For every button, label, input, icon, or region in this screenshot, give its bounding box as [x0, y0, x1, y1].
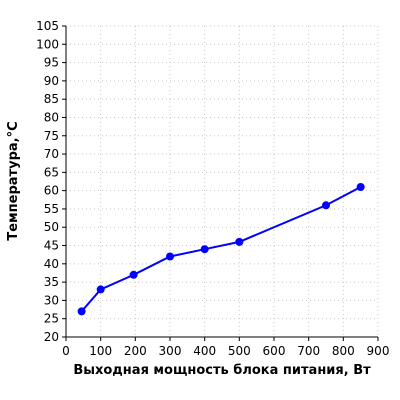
data-point-0-3 [166, 252, 174, 261]
y-tick-label-16: 100 [36, 37, 59, 51]
y-tick-label-4: 40 [44, 257, 59, 271]
data-point-0-0 [77, 307, 86, 316]
x-tick-label-3: 300 [159, 344, 182, 358]
data-point-0-6 [322, 201, 330, 210]
y-tick-label-3: 35 [44, 275, 59, 289]
y-axis-title: Температура,°C [6, 121, 21, 240]
y-tick-label-13: 85 [44, 92, 59, 106]
x-tick-label-6: 600 [263, 344, 286, 358]
grid-lines [66, 25, 379, 337]
y-tick-label-1: 25 [44, 312, 59, 326]
x-tick-label-4: 400 [193, 344, 216, 358]
series-group [77, 182, 365, 316]
y-tick-label-5: 45 [44, 239, 59, 253]
data-point-0-2 [129, 270, 138, 279]
y-tick-label-0: 20 [44, 330, 59, 344]
x-tick-label-2: 200 [124, 344, 147, 358]
x-axis-title: Выходная мощность блока питания, Вт [73, 363, 371, 378]
x-tick-label-1: 100 [89, 344, 112, 358]
y-tick-label-2: 30 [44, 293, 59, 307]
data-point-0-1 [96, 285, 105, 294]
y-tick-label-9: 65 [44, 165, 59, 179]
y-tick-label-8: 60 [44, 184, 59, 198]
y-tick-label-6: 50 [44, 220, 59, 234]
y-tick-label-14: 90 [44, 74, 59, 88]
x-tick-label-5: 500 [228, 344, 251, 358]
data-point-0-4 [200, 245, 209, 254]
x-tick-label-9: 900 [367, 344, 390, 358]
y-tick-label-7: 55 [44, 202, 59, 216]
y-axis-ticks: 20 25 30 35 40 45 50 55 60 65 70 75 80 85 90 95 100 105 [36, 19, 66, 344]
x-axis-ticks: 0 100 200 300 400 500 600 700 800 900 [62, 337, 389, 358]
x-tick-label-7: 700 [297, 344, 320, 358]
y-tick-label-11: 75 [44, 129, 59, 143]
series-line-0 [80, 186, 362, 313]
axes [65, 26, 378, 338]
y-tick-label-17: 105 [36, 19, 59, 33]
data-point-0-5 [235, 237, 244, 246]
x-tick-label-8: 800 [332, 344, 355, 358]
y-tick-label-12: 80 [44, 110, 59, 124]
plot-area [66, 26, 378, 337]
y-tick-label-10: 70 [44, 147, 59, 161]
data-point-0-7 [356, 182, 365, 191]
y-tick-label-15: 95 [44, 56, 59, 70]
x-tick-label-0: 0 [62, 344, 70, 358]
